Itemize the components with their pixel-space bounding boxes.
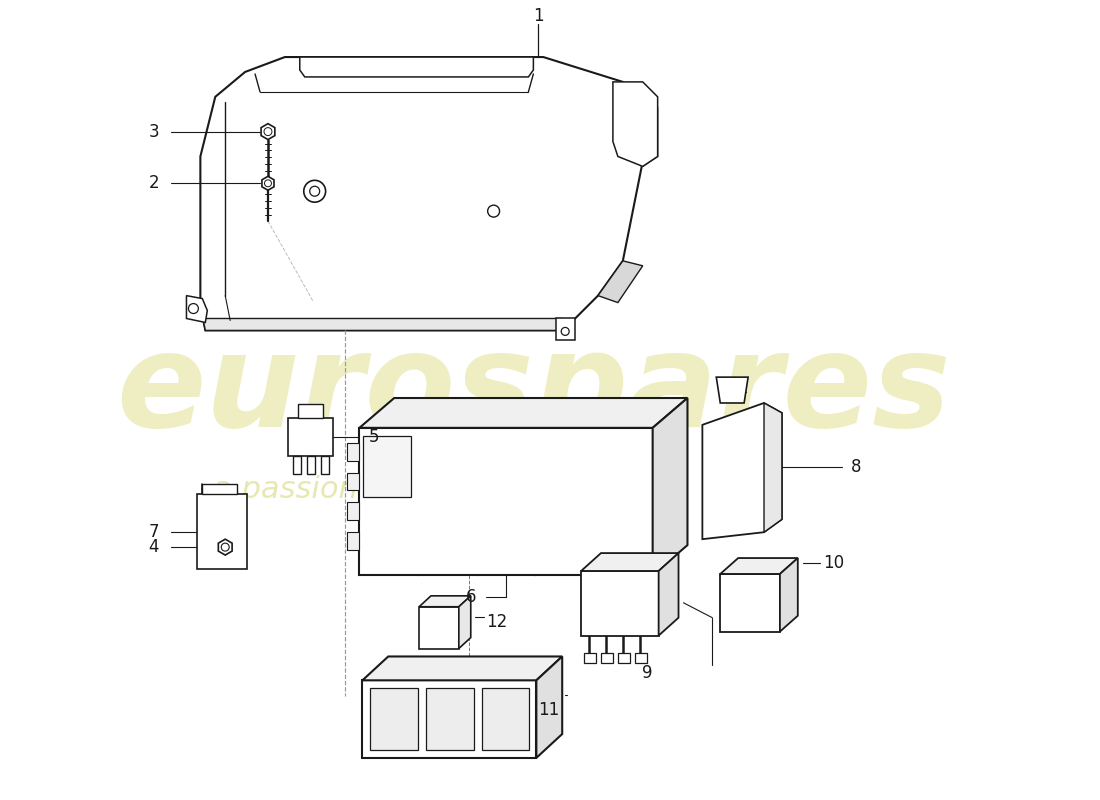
Polygon shape <box>635 654 647 663</box>
Polygon shape <box>601 654 613 663</box>
Polygon shape <box>348 442 360 461</box>
Polygon shape <box>659 553 679 635</box>
Text: 12: 12 <box>486 613 507 630</box>
Text: 10: 10 <box>823 554 844 572</box>
Circle shape <box>264 180 272 186</box>
Polygon shape <box>261 124 275 139</box>
Polygon shape <box>426 688 474 750</box>
Polygon shape <box>537 657 562 758</box>
Polygon shape <box>362 657 562 680</box>
Circle shape <box>561 327 569 335</box>
Polygon shape <box>348 532 360 550</box>
Polygon shape <box>598 261 642 302</box>
Polygon shape <box>720 574 780 632</box>
Polygon shape <box>419 606 459 649</box>
Polygon shape <box>321 456 329 474</box>
Polygon shape <box>363 436 411 498</box>
Polygon shape <box>218 539 232 555</box>
Text: eurospares: eurospares <box>116 326 950 454</box>
Text: 1: 1 <box>534 7 543 26</box>
Polygon shape <box>362 680 537 758</box>
Polygon shape <box>716 377 748 403</box>
Text: a passion for parts since 1985: a passion for parts since 1985 <box>213 475 674 504</box>
Polygon shape <box>202 485 238 494</box>
Polygon shape <box>298 404 322 418</box>
Polygon shape <box>764 403 782 532</box>
Polygon shape <box>200 57 642 330</box>
Text: 6: 6 <box>465 588 476 606</box>
Polygon shape <box>703 403 782 539</box>
Circle shape <box>221 543 229 551</box>
Polygon shape <box>300 57 534 77</box>
Polygon shape <box>262 176 274 190</box>
Polygon shape <box>584 654 596 663</box>
Polygon shape <box>581 553 679 571</box>
Polygon shape <box>618 654 630 663</box>
Polygon shape <box>307 456 315 474</box>
Circle shape <box>487 205 499 217</box>
Text: 2: 2 <box>148 174 159 192</box>
Circle shape <box>310 186 320 196</box>
Polygon shape <box>419 596 471 606</box>
Polygon shape <box>348 502 360 520</box>
Polygon shape <box>360 398 688 428</box>
Text: 9: 9 <box>642 664 653 682</box>
Polygon shape <box>371 688 418 750</box>
Circle shape <box>188 303 198 314</box>
Polygon shape <box>293 456 300 474</box>
Polygon shape <box>360 428 652 575</box>
Circle shape <box>264 128 272 135</box>
Polygon shape <box>557 318 575 340</box>
Polygon shape <box>348 473 360 490</box>
Polygon shape <box>200 306 563 330</box>
Text: 7: 7 <box>148 523 158 542</box>
Text: 8: 8 <box>851 458 861 476</box>
Polygon shape <box>187 296 207 322</box>
Text: 3: 3 <box>148 122 159 141</box>
Polygon shape <box>642 106 658 166</box>
Polygon shape <box>288 418 332 456</box>
Polygon shape <box>720 558 798 574</box>
Text: 11: 11 <box>538 701 559 719</box>
Polygon shape <box>780 558 798 632</box>
Polygon shape <box>482 688 529 750</box>
Polygon shape <box>459 596 471 649</box>
Polygon shape <box>613 82 658 166</box>
Text: 4: 4 <box>148 538 158 556</box>
Polygon shape <box>652 398 688 575</box>
Polygon shape <box>197 494 248 569</box>
Text: 5: 5 <box>370 428 379 446</box>
Circle shape <box>304 180 326 202</box>
Polygon shape <box>581 571 659 635</box>
